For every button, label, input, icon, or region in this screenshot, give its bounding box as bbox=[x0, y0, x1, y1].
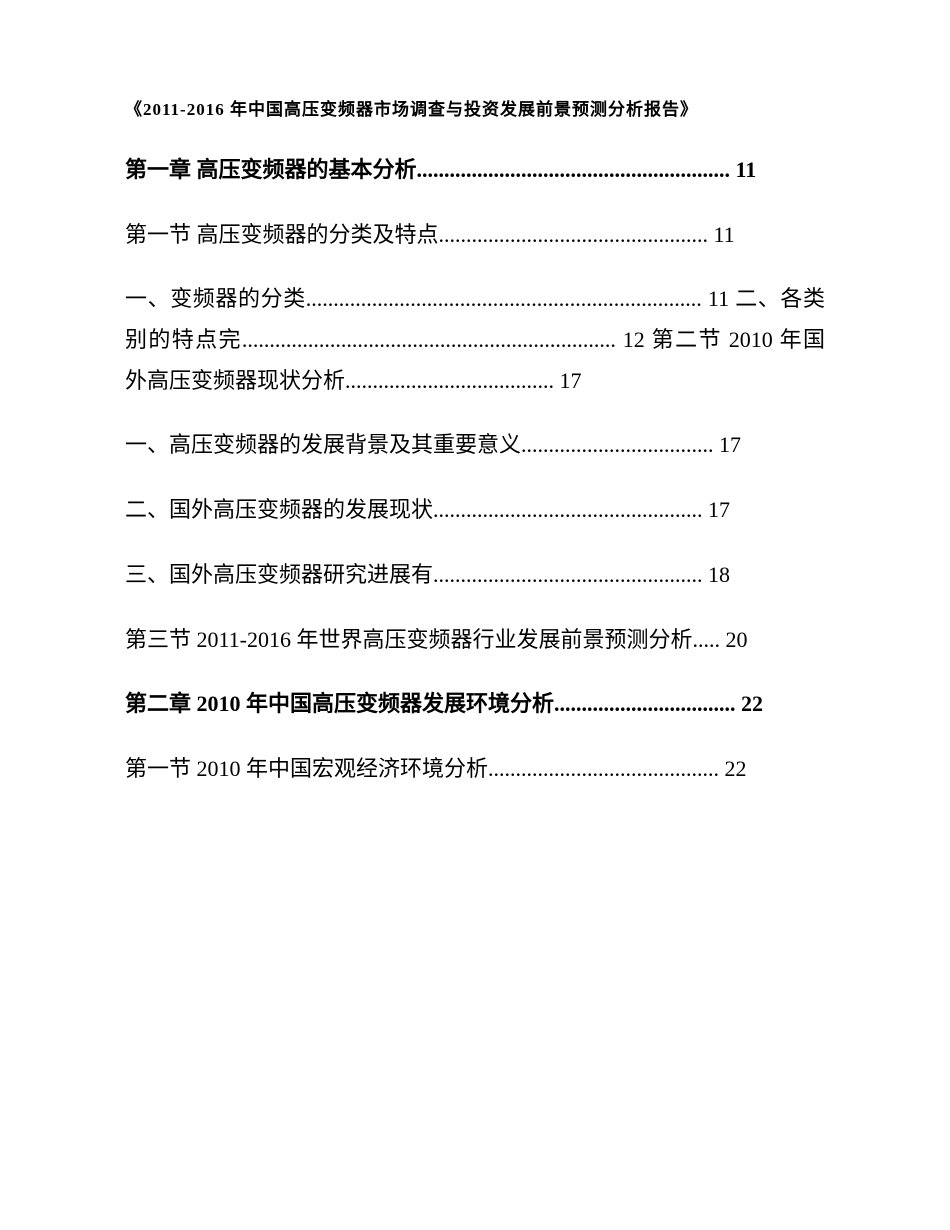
toc-entry: 二、国外高压变频器的发展现状..........................… bbox=[125, 490, 825, 531]
toc-entry: 三、国外高压变频器研究进展有..........................… bbox=[125, 555, 825, 596]
toc-entry: 一、变频器的分类................................… bbox=[125, 279, 825, 401]
toc-entry: 第三节 2011-2016 年世界高压变频器行业发展前景预测分析..... 20 bbox=[125, 620, 825, 661]
toc-container: 第一章 高压变频器的基本分析..........................… bbox=[125, 150, 825, 790]
toc-entry: 第一节 高压变频器的分类及特点.........................… bbox=[125, 215, 825, 256]
toc-entry: 一、高压变频器的发展背景及其重要意义......................… bbox=[125, 425, 825, 466]
document-title: 《2011-2016 年中国高压变频器市场调查与投资发展前景预测分析报告》 bbox=[125, 95, 825, 120]
toc-entry: 第二章 2010 年中国高压变频器发展环境分析.................… bbox=[125, 684, 825, 725]
toc-entry: 第一章 高压变频器的基本分析..........................… bbox=[125, 150, 825, 191]
toc-entry: 第一节 2010 年中国宏观经济环境分析....................… bbox=[125, 749, 825, 790]
